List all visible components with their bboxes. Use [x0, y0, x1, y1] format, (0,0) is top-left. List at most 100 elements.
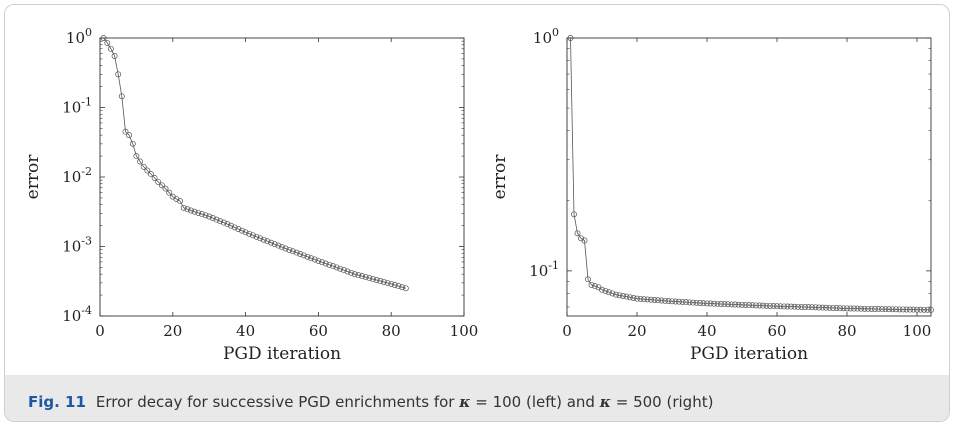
data-point [133, 153, 140, 160]
data-point [753, 302, 759, 309]
data-point [126, 132, 133, 139]
x-axis-label: PGD iteration [690, 344, 808, 364]
data-point [206, 213, 213, 220]
data-point [297, 251, 304, 257]
data-point [366, 275, 373, 282]
data-point [917, 306, 924, 313]
data-point [162, 185, 169, 192]
data-point [683, 299, 689, 306]
x-tick-label: 20 [627, 322, 646, 340]
data-point [148, 171, 154, 178]
data-point [886, 306, 892, 313]
data-point [107, 45, 114, 52]
data-point [220, 219, 227, 226]
data-point [791, 303, 798, 310]
data-point [679, 298, 686, 305]
x-tick-label: 20 [163, 322, 182, 340]
caption-text-3: = 500 (right) [610, 393, 714, 411]
x-tick-label: 0 [562, 322, 572, 340]
data-point [700, 300, 707, 307]
caption-kappa-2: κ [599, 393, 611, 411]
plot-area [99, 37, 465, 317]
data-point [308, 255, 315, 262]
data-point [311, 256, 318, 263]
data-point [380, 278, 387, 285]
y-tick-label: 10-4 [62, 304, 92, 325]
data-point [725, 301, 731, 308]
x-tick-label: 100 [450, 322, 479, 340]
data-point [271, 241, 278, 248]
data-point [282, 245, 289, 252]
data-point [872, 306, 878, 312]
data-point [384, 279, 391, 286]
data-point [756, 302, 763, 309]
data-point [340, 267, 347, 274]
data-point [907, 306, 913, 313]
data-point [279, 244, 285, 251]
data-point [286, 246, 293, 253]
data-point [830, 304, 836, 311]
data-point [592, 283, 598, 290]
data-point [809, 304, 815, 311]
caption-kappa-1: κ [459, 393, 471, 411]
data-point [581, 237, 588, 244]
data-point [231, 224, 238, 231]
data-point [289, 248, 296, 255]
data-point [816, 304, 822, 311]
data-point [268, 239, 275, 246]
data-point [304, 253, 311, 260]
data-point [837, 305, 843, 312]
data-point [854, 305, 861, 312]
data-point [777, 303, 784, 310]
data-point [676, 298, 682, 305]
data-point [875, 306, 882, 313]
data-point [627, 294, 633, 301]
data-point [728, 301, 735, 308]
data-point [840, 305, 847, 312]
x-tick-label: 100 [903, 322, 932, 340]
data-point [246, 230, 253, 237]
data-point [253, 233, 260, 240]
data-point [158, 182, 165, 189]
y-tick-label: 100 [533, 26, 559, 47]
chart-2: 0 20 40 60 80 100 100 10-1 PGD iteration error [490, 26, 934, 364]
data-point [812, 304, 819, 311]
data-point [746, 302, 752, 309]
data-point [732, 301, 738, 308]
data-point [900, 306, 906, 313]
data-point [742, 301, 749, 308]
x-tick-label: 80 [837, 322, 856, 340]
data-point [122, 128, 129, 135]
data-point [395, 283, 402, 290]
data-point [735, 301, 742, 308]
data-point [721, 301, 728, 308]
data-point [749, 302, 756, 309]
caption-label: Fig. 11 [28, 393, 86, 411]
data-point [202, 212, 209, 219]
data-point [798, 303, 805, 310]
data-point [641, 296, 647, 303]
data-point [711, 300, 717, 307]
x-tick-label: 80 [382, 322, 401, 340]
data-point [630, 295, 637, 301]
data-point [784, 303, 791, 310]
caption-text-2: = 100 (left) and [470, 393, 600, 411]
data-point [620, 293, 626, 299]
data-point [882, 306, 889, 313]
y-tick-label: 10-3 [62, 235, 92, 256]
data-point [209, 215, 216, 221]
caption-text-1: Error decay for successive PGD enrichmen… [95, 393, 460, 411]
data-point [391, 282, 398, 288]
data-point [191, 208, 198, 215]
data-point [315, 257, 322, 264]
data-point [851, 305, 857, 312]
data-point [177, 198, 184, 205]
data-point [714, 300, 721, 307]
data-point [893, 306, 899, 313]
data-point [195, 209, 202, 216]
data-point [111, 53, 118, 59]
data-point [337, 265, 344, 272]
data-point [571, 211, 577, 218]
x-tick-label: 60 [309, 322, 328, 340]
